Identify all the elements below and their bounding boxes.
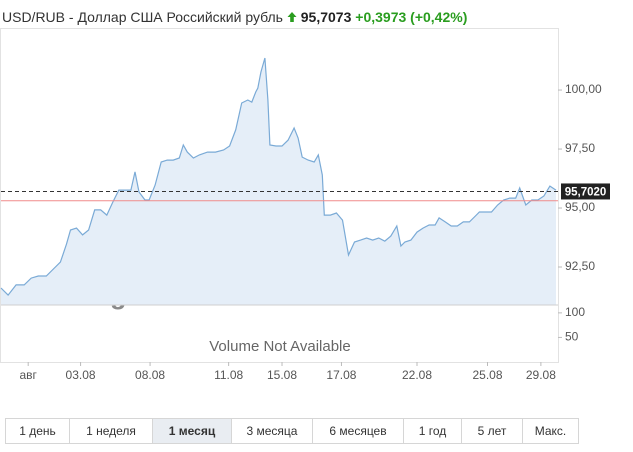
price-line bbox=[0, 57, 557, 297]
x-tick-label: 03.08 bbox=[66, 368, 96, 382]
range-button[interactable]: 1 день bbox=[6, 419, 70, 443]
y-tick-label: 92,50 bbox=[565, 259, 595, 273]
range-buttons: 1 день 1 неделя 1 месяц 3 месяца 6 месяцев 1 … bbox=[5, 418, 579, 444]
area-fill bbox=[1, 58, 556, 305]
range-button[interactable]: 6 месяцев bbox=[313, 419, 404, 443]
range-button[interactable]: 3 месяца bbox=[232, 419, 313, 443]
volume-tick-label: 100 bbox=[565, 305, 585, 319]
range-button[interactable]: 5 лет bbox=[462, 419, 523, 443]
range-button[interactable]: 1 месяц bbox=[153, 419, 232, 443]
volume-message: Volume Not Available bbox=[209, 338, 350, 355]
price: 95,7073 bbox=[300, 9, 352, 25]
change-pct: (+0,42%) bbox=[410, 9, 468, 25]
range-button[interactable]: 1 неделя bbox=[70, 419, 153, 443]
range-button[interactable]: 1 год bbox=[404, 419, 462, 443]
volume-tick-label: 50 bbox=[565, 330, 579, 344]
x-tick-label: 08.08 bbox=[135, 368, 165, 382]
plot-frame bbox=[0, 28, 559, 363]
y-tick-label: 95,00 bbox=[565, 200, 595, 214]
x-tick-label: авг bbox=[19, 368, 37, 382]
x-tick-label: 15.08 bbox=[267, 368, 297, 382]
x-tick-label: 22.08 bbox=[402, 368, 432, 382]
title: USD/RUB - Доллар США Российский рубль bbox=[2, 9, 283, 25]
change: +0,3973 bbox=[355, 9, 407, 25]
current-price-tag bbox=[561, 183, 610, 200]
chart: Investing.com95,7020100,0097,5095,0092,5… bbox=[0, 28, 610, 382]
x-tick-label: 11.08 bbox=[214, 368, 243, 382]
up-arrow bbox=[287, 12, 297, 22]
x-tick-label: 25.08 bbox=[472, 368, 502, 382]
range-button[interactable]: Макс. bbox=[523, 419, 578, 443]
y-tick-label: 97,50 bbox=[565, 141, 595, 155]
header: USD/RUB - Доллар США Российский рубль 95… bbox=[2, 9, 467, 25]
y-tick-label: 100,00 bbox=[565, 82, 602, 96]
current-price-label: 95,7020 bbox=[565, 186, 607, 198]
x-tick-label: 17.08 bbox=[326, 368, 356, 382]
x-tick-label: 29.08 bbox=[526, 368, 556, 382]
